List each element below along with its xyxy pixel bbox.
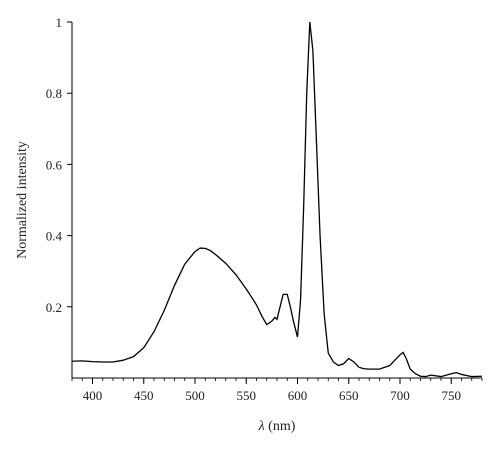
x-tick-label: 650 xyxy=(339,388,359,403)
x-axis-title: λ (nm) xyxy=(258,419,296,434)
x-tick-label: 400 xyxy=(83,388,103,403)
x-minor-ticks xyxy=(71,378,483,381)
x-tick-label: 550 xyxy=(237,388,257,403)
y-axis-title: Normalized intensity xyxy=(15,141,30,259)
y-tick-label: 1 xyxy=(56,15,63,30)
y-tick-label: 0.6 xyxy=(46,157,63,172)
x-tick-label: 500 xyxy=(185,388,205,403)
x-tick-label: 450 xyxy=(134,388,154,403)
x-axis-unit: (nm) xyxy=(265,419,296,434)
series-line xyxy=(71,21,483,378)
x-tick-label: 600 xyxy=(288,388,308,403)
x-tick-label: 700 xyxy=(390,388,410,403)
y-tick-label: 0.2 xyxy=(46,300,62,315)
x-tick-label: 750 xyxy=(442,388,462,403)
plot-area: 400 450 500 550 600 650 700 750 0.2 0.4 0.6 0.8 1 xyxy=(46,15,483,403)
x-axis-symbol: λ xyxy=(258,419,265,434)
y-ticks: 0.2 0.4 0.6 0.8 1 xyxy=(46,15,72,315)
y-tick-label: 0.4 xyxy=(46,229,63,244)
x-ticks: 400 450 500 550 600 650 700 750 xyxy=(83,378,461,403)
y-tick-label: 0.8 xyxy=(46,86,62,101)
